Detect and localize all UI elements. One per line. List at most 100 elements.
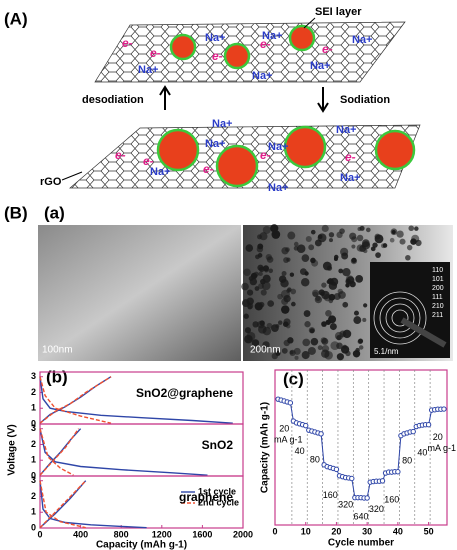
annotation: 640: [353, 511, 368, 521]
panel-label: (a): [44, 203, 65, 222]
arrow: [61, 171, 83, 181]
scale-label: 200nm: [250, 345, 281, 356]
annotation: 20: [433, 432, 443, 442]
annotation: 40: [295, 446, 305, 456]
x-tick-label: 0: [37, 529, 42, 539]
ring-label: 110: [432, 267, 443, 274]
annotation: 160: [384, 495, 399, 505]
label: e-: [122, 36, 133, 50]
curve-label: graphene: [179, 490, 233, 504]
label: Sodiation: [340, 94, 390, 106]
x-tick-label: 400: [73, 529, 88, 539]
annotation: 20: [279, 423, 289, 433]
annotation-unit: mA g-1: [274, 434, 303, 444]
label: e-: [203, 162, 214, 176]
x-tick-label: 800: [114, 529, 129, 539]
ring-label: 101: [432, 276, 444, 283]
curve: [39, 480, 147, 529]
sem-image: [38, 225, 241, 361]
y-tick-label: 2: [31, 439, 36, 449]
label: Na+: [336, 124, 357, 136]
annotation: 80: [402, 456, 412, 466]
label: Na+: [262, 30, 283, 42]
curve: [39, 428, 80, 476]
curve: [39, 428, 208, 476]
label: Na+: [268, 182, 289, 194]
y-tick-label: 0: [31, 522, 36, 532]
point: [318, 431, 324, 437]
legend-label: 1st cycle: [198, 486, 236, 496]
curve-label: SnO2@graphene: [136, 386, 233, 400]
panel-label: (b): [46, 367, 68, 386]
label: e-: [345, 150, 356, 164]
label: Na+: [150, 166, 171, 178]
annotation: 320: [369, 504, 384, 514]
panel-label: (c): [283, 369, 304, 388]
panel-label: (B): [4, 203, 28, 222]
annotation: 40: [417, 448, 427, 458]
arrow: [303, 17, 316, 29]
label: Na+: [352, 34, 373, 46]
y-tick-label: 1: [31, 455, 36, 465]
plot-frame: [274, 369, 448, 526]
particles: [156, 24, 416, 188]
ring-label: 200: [432, 285, 444, 292]
y-tick-label: 3: [31, 475, 36, 485]
x-tick-label: 20: [331, 526, 341, 536]
nanoparticles: [241, 224, 422, 361]
diffraction-rings: [373, 291, 427, 345]
curve-label: SnO2: [202, 438, 234, 452]
y-axis-label: Capacity (mAh g-1): [260, 402, 271, 493]
ring-label: 211: [432, 312, 443, 319]
y-tick-label: 2: [31, 491, 36, 501]
label: Na+: [205, 32, 226, 44]
annotation: 160: [323, 490, 338, 500]
ring-label: 210: [432, 303, 444, 310]
y-tick-label: 0: [31, 470, 36, 480]
arrow: [317, 87, 329, 113]
arrow: [159, 85, 171, 110]
x-tick-label: 1600: [192, 529, 212, 539]
panel-label: (A): [4, 9, 28, 28]
label: Na+: [212, 118, 233, 130]
label: Na+: [205, 138, 226, 150]
x-tick-label: 30: [362, 526, 372, 536]
label: e-: [115, 148, 126, 162]
label: e-: [150, 46, 161, 60]
legend-label: 2nd cycle: [198, 497, 239, 507]
x-axis-label: Cycle number: [328, 538, 394, 549]
label: e-: [322, 42, 333, 56]
label: e-: [143, 154, 154, 168]
y-axis-label: Voltage (V): [7, 424, 18, 475]
y-tick-label: 1: [31, 507, 36, 517]
point: [333, 466, 340, 473]
label: e-: [260, 148, 271, 162]
point: [303, 422, 309, 429]
y-tick-label: 0: [31, 418, 36, 428]
label: SEI layer: [315, 6, 362, 18]
y-tick-label: 3: [31, 423, 36, 433]
label: Na+: [138, 64, 159, 76]
ring-label: 111: [432, 294, 443, 301]
point: [364, 495, 370, 501]
beam-stop: [400, 317, 447, 348]
x-tick-label: 10: [301, 526, 311, 536]
point: [287, 400, 294, 406]
point: [410, 428, 416, 435]
scale-label: 100nm: [42, 345, 73, 356]
point: [441, 406, 447, 412]
label: Na+: [340, 172, 361, 184]
curve: [39, 480, 87, 529]
x-tick-label: 0: [272, 526, 277, 536]
label: Na+: [268, 141, 289, 153]
y-tick-label: 3: [31, 371, 36, 381]
x-axis-label: Capacity (mAh g-1): [96, 540, 187, 550]
label: desodiation: [82, 94, 144, 106]
point: [379, 478, 386, 484]
scale-label: 5.1/nm: [374, 347, 399, 356]
ring-labels: 110 101 200 111 210 211: [432, 267, 444, 319]
curve: [39, 376, 112, 424]
point: [349, 475, 355, 482]
x-tick-label: 2000: [233, 529, 253, 539]
annotation-unit: mA g-1: [428, 443, 457, 453]
